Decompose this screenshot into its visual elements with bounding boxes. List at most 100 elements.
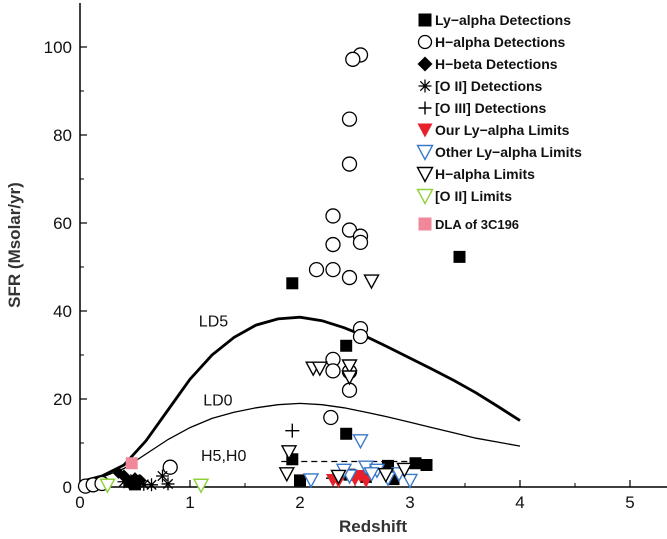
point-h-alpha-limits xyxy=(280,445,298,461)
legend-item-h-alpha-limits: H−alpha Limits xyxy=(416,166,535,183)
legend-item-h-beta-detections: H−beta Detections xyxy=(417,56,558,72)
series-ly-alpha-detections xyxy=(123,250,466,491)
legend-label: H−beta Detections xyxy=(435,56,558,72)
plot-frame xyxy=(79,3,667,488)
legend-label: Our Ly−alpha Limits xyxy=(435,122,570,138)
x-tick-label: 1 xyxy=(185,493,194,512)
point-h-alpha-detections xyxy=(308,261,325,278)
legend-label: DLA of 3C196 xyxy=(435,217,519,232)
legend-label: H−alpha Detections xyxy=(435,34,566,50)
legend-marker xyxy=(418,217,432,231)
legend-label: [O II] Detections xyxy=(435,78,543,94)
point-other-ly-alpha-limits xyxy=(302,473,320,489)
point-other-ly-alpha-limits xyxy=(352,434,369,450)
point-ly-alpha-detections xyxy=(340,427,353,440)
point-o-ii-limits xyxy=(99,478,116,494)
point-ly-alpha-detections xyxy=(294,474,306,487)
point-h-alpha-limits xyxy=(396,462,413,478)
data-points xyxy=(77,47,466,494)
legend-item-o-iii-detections: [O III] Detections xyxy=(418,100,546,116)
series-h-alpha-detections xyxy=(77,47,369,494)
series-other-ly-alpha-limits xyxy=(302,434,419,489)
series-h-alpha-limits xyxy=(278,274,413,485)
curve-label-ld5: LD5 xyxy=(199,313,228,330)
point-h-alpha-detections xyxy=(325,208,341,224)
point-o-ii-detections xyxy=(137,477,151,491)
curve-ld5 xyxy=(79,315,521,484)
series-dla-of-3c196 xyxy=(125,457,138,470)
x-tick-label: 5 xyxy=(625,493,634,512)
point-h-alpha-limits xyxy=(377,467,394,484)
legend-label: [O II] Limits xyxy=(435,188,512,204)
point-other-ly-alpha-limits xyxy=(363,467,380,483)
point-o-ii-detections xyxy=(145,478,158,492)
point-o-ii-detections xyxy=(117,475,131,489)
legend-item-o-ii-detections: [O II] Detections xyxy=(418,78,543,94)
point-h-alpha-detections xyxy=(341,269,358,286)
point-o-iii-detections xyxy=(285,423,300,438)
legend-label: Other Ly−alpha Limits xyxy=(435,144,582,160)
point-o-ii-detections xyxy=(156,469,169,483)
curve-label-ld0: LD0 xyxy=(203,393,232,410)
legend-marker xyxy=(418,101,432,115)
legend-marker xyxy=(416,188,434,205)
legend-item-other-ly-alpha-limits: Other Ly−alpha Limits xyxy=(416,144,582,161)
legend-item-dla-of-3c196: DLA of 3C196 xyxy=(418,217,519,232)
x-tick-label: 2 xyxy=(295,493,304,512)
legend-item-our-ly-alpha-limits: Our Ly−alpha Limits xyxy=(417,122,570,138)
point-ly-alpha-detections xyxy=(453,250,466,263)
point-other-ly-alpha-limits xyxy=(401,473,419,489)
point-h-alpha-detections xyxy=(162,459,178,475)
legend-marker xyxy=(418,13,432,27)
legend: Ly−alpha Detections H−alpha Detections H−b… xyxy=(416,12,582,232)
point-h-alpha-detections xyxy=(352,328,369,345)
legend-marker xyxy=(417,34,433,50)
series-o-ii-limits xyxy=(99,478,210,494)
legend-label: H−alpha Limits xyxy=(435,166,535,182)
y-tick-label: 60 xyxy=(53,214,72,233)
point-h-alpha-limits xyxy=(341,370,358,386)
y-tick-label: 40 xyxy=(53,302,72,321)
curve-ld0 xyxy=(79,402,521,484)
series-o-ii-detections xyxy=(117,469,175,492)
point-ly-alpha-detections xyxy=(340,339,353,352)
point-ly-alpha-detections xyxy=(420,459,433,471)
x-tick-label: 0 xyxy=(75,493,84,512)
point-ly-alpha-detections xyxy=(409,457,422,470)
point-o-ii-limits xyxy=(192,478,210,494)
y-tick-label: 20 xyxy=(53,390,72,409)
y-tick-label: 80 xyxy=(53,126,72,145)
point-h-alpha-limits xyxy=(311,361,328,377)
legend-item-o-ii-limits: [O II] Limits xyxy=(416,188,512,205)
legend-marker xyxy=(417,56,433,72)
point-h-alpha-limits xyxy=(330,469,347,485)
y-axis-label: SFR (Msolar/yr) xyxy=(5,182,24,308)
legend-item-h-alpha-detections: H−alpha Detections xyxy=(417,34,566,50)
curve-label-h5-h0: H5,H0 xyxy=(201,448,246,465)
point-h-alpha-detections xyxy=(325,236,341,253)
legend-marker xyxy=(416,144,434,161)
point-h-alpha-detections xyxy=(341,156,358,172)
axis-ticks: 0 1 2 3 4 5 0 20 40 60 80 100 xyxy=(44,38,635,512)
point-o-ii-detections xyxy=(128,472,142,486)
point-dla-of-3c196 xyxy=(125,457,138,470)
x-tick-label: 3 xyxy=(405,493,414,512)
legend-label: Ly−alpha Detections xyxy=(435,12,571,28)
y-tick-label: 0 xyxy=(63,478,72,497)
point-h-alpha-detections xyxy=(325,261,341,278)
point-h-alpha-limits xyxy=(278,467,295,483)
point-h-alpha-detections xyxy=(325,363,341,379)
legend-marker xyxy=(418,79,432,93)
point-h-beta-detections xyxy=(123,477,136,490)
y-tick-label: 100 xyxy=(44,38,72,57)
point-ly-alpha-detections xyxy=(286,277,299,290)
point-o-ii-detections xyxy=(161,477,175,491)
point-h-alpha-detections xyxy=(323,409,339,426)
model-curves: LD5 LD0 H5,H0 xyxy=(79,313,521,484)
point-h-alpha-limits xyxy=(341,359,358,375)
point-h-alpha-detections xyxy=(352,234,369,251)
legend-marker xyxy=(417,123,433,138)
point-h-alpha-detections xyxy=(345,51,361,67)
point-h-alpha-detections xyxy=(341,111,358,127)
